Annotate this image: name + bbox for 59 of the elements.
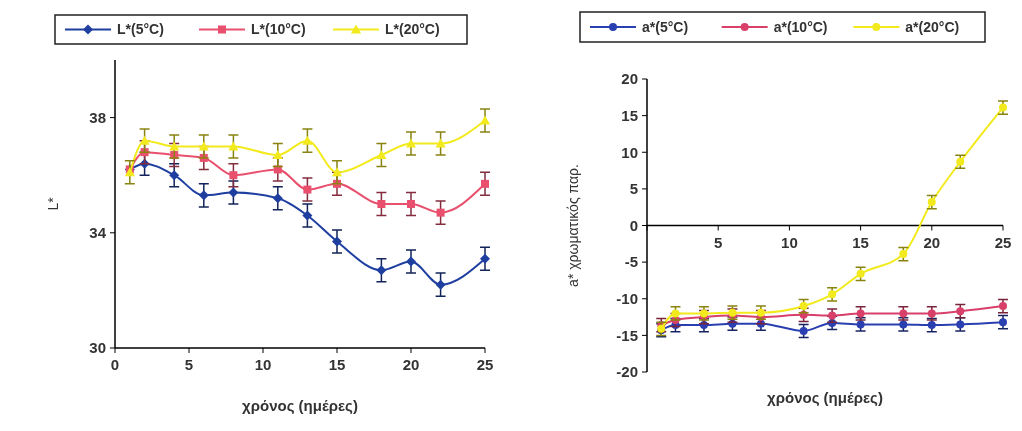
point	[376, 150, 387, 160]
y-tick-label: -20	[616, 363, 638, 381]
x-axis-title: χρόνος (ημέρες)	[767, 389, 883, 406]
y-tick-label: -5	[624, 253, 638, 271]
point	[377, 200, 386, 208]
point	[228, 141, 239, 151]
point	[481, 179, 489, 188]
y-tick-label: 38	[89, 108, 106, 126]
legend-label: L*(10°C)	[251, 21, 306, 38]
legend-label: a*(20°C)	[905, 18, 960, 35]
y-tick-label: 20	[621, 70, 638, 88]
x-tick-label: 15	[328, 356, 346, 373]
y-tick-label: -15	[616, 326, 638, 344]
legend-label: a*(10°C)	[773, 18, 828, 35]
point	[228, 187, 239, 198]
point	[406, 256, 416, 267]
x-tick-label: 0	[110, 356, 120, 373]
point	[435, 279, 446, 290]
legend-label: L*(5°C)	[117, 21, 164, 38]
y-axis-title: a* χρωματικός παρ.	[565, 164, 581, 287]
y-tick-label: -10	[616, 290, 638, 307]
x-tick-label: 25	[994, 233, 1012, 251]
x-axis-title: χρόνος (ημέρες)	[242, 397, 358, 414]
y-tick-label: 15	[621, 106, 638, 124]
x-tick-label: 5	[184, 356, 194, 373]
point	[332, 167, 342, 177]
point	[303, 185, 312, 194]
point	[480, 253, 490, 264]
point	[272, 193, 283, 204]
point	[436, 208, 445, 217]
y-tick-label: 5	[629, 180, 638, 198]
point	[169, 141, 180, 151]
x-tick-label: 10	[781, 233, 798, 251]
y-tick-label: 30	[89, 339, 106, 357]
point	[302, 210, 313, 221]
x-tick-label: 25	[476, 356, 494, 373]
point	[332, 236, 342, 247]
x-tick-label: 15	[852, 233, 869, 251]
point	[169, 170, 180, 181]
point	[406, 138, 416, 148]
point	[376, 265, 387, 276]
point	[139, 135, 150, 145]
y-tick-label: 34	[89, 224, 107, 242]
point	[198, 190, 209, 201]
x-tick-label: 5	[714, 233, 723, 251]
x-tick-label: 20	[923, 233, 941, 251]
point	[302, 135, 313, 145]
point	[198, 141, 209, 151]
x-tick-label: 10	[254, 356, 272, 373]
point	[272, 150, 283, 160]
legend-label: a*(5°C)	[642, 18, 689, 35]
point	[229, 171, 238, 180]
legend-label: L*(20°C)	[385, 21, 440, 38]
y-tick-label: 10	[621, 143, 638, 161]
y-tick-label: 0	[629, 216, 638, 234]
point	[435, 138, 446, 148]
x-tick-label: 20	[402, 356, 420, 373]
y-axis-title: L*	[45, 196, 61, 211]
point	[407, 200, 415, 208]
